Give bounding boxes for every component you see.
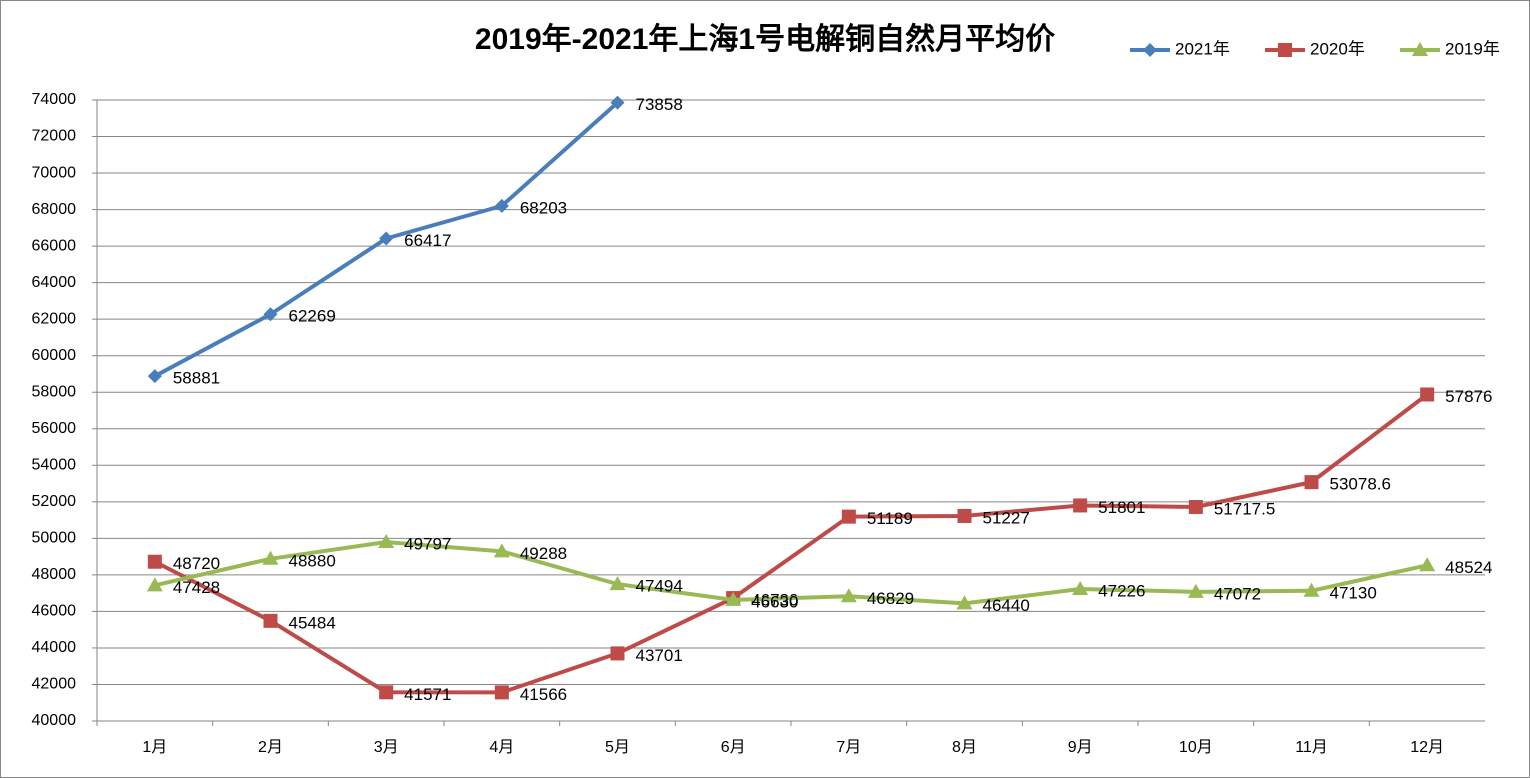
point: [956, 595, 973, 610]
data-label: 49797: [404, 535, 451, 554]
legend-marker: [1412, 42, 1428, 56]
y-tick-label: 58000: [32, 383, 77, 400]
point: [840, 588, 857, 603]
data-label: 48720: [173, 554, 220, 573]
y-tick-label: 56000: [32, 420, 77, 437]
data-label: 47130: [1330, 583, 1377, 602]
data-label: 48524: [1445, 558, 1492, 577]
point: [609, 576, 626, 591]
point: [610, 95, 625, 110]
data-label: 46829: [867, 589, 914, 608]
y-tick-label: 60000: [32, 347, 77, 364]
legend-marker: [1278, 43, 1292, 57]
x-tick-label: 1月: [142, 739, 167, 756]
data-label: 46630: [751, 592, 798, 611]
point: [379, 685, 394, 700]
point: [1419, 557, 1436, 572]
data-label: 45484: [289, 613, 336, 632]
chart-title: 2019年-2021年上海1号电解铜自然月平均价: [475, 22, 1055, 56]
point: [379, 231, 394, 246]
point: [725, 591, 742, 606]
legend-label: 2021年: [1175, 39, 1230, 58]
y-tick-label: 42000: [32, 676, 77, 693]
point: [1303, 582, 1320, 597]
point: [610, 646, 625, 661]
point: [957, 508, 972, 523]
legend-label: 2020年: [1310, 39, 1365, 58]
y-tick-label: 52000: [32, 493, 77, 510]
point: [262, 550, 279, 565]
data-label: 43701: [636, 646, 683, 665]
data-label: 48880: [289, 551, 336, 570]
data-label: 58881: [173, 369, 220, 388]
data-label: 51717.5: [1214, 499, 1275, 518]
data-label: 66417: [404, 231, 451, 250]
data-label: 47494: [636, 577, 683, 596]
data-label: 51801: [1098, 498, 1145, 517]
point: [494, 198, 509, 213]
x-tick-label: 11月: [1295, 739, 1328, 756]
point: [1420, 387, 1435, 402]
x-tick-label: 10月: [1179, 739, 1213, 756]
y-tick-label: 44000: [32, 639, 77, 656]
point: [1073, 498, 1088, 513]
point: [1188, 499, 1203, 514]
data-label: 51189: [867, 509, 913, 528]
x-tick-label: 3月: [374, 739, 399, 756]
data-label: 46440: [983, 596, 1030, 615]
series-line: [154, 540, 1428, 606]
x-tick-label: 7月: [836, 739, 861, 756]
y-tick-label: 68000: [32, 201, 77, 218]
point: [494, 685, 509, 700]
point: [493, 543, 510, 558]
y-tick-label: 54000: [32, 457, 77, 474]
point: [147, 369, 162, 384]
x-tick-label: 9月: [1068, 739, 1093, 756]
x-tick-label: 2月: [258, 739, 283, 756]
y-tick-label: 50000: [32, 530, 77, 547]
y-tick-label: 46000: [32, 603, 77, 620]
legend-marker: [1143, 43, 1157, 57]
y-tick-label: 40000: [32, 712, 77, 729]
point: [378, 534, 395, 549]
point: [1304, 475, 1319, 490]
y-tick-label: 62000: [32, 310, 77, 327]
x-tick-label: 4月: [489, 739, 514, 756]
series-line: [153, 392, 1429, 695]
y-tick-label: 48000: [32, 566, 77, 583]
x-tick-label: 8月: [952, 739, 977, 756]
x-tick-label: 5月: [605, 739, 630, 756]
point: [146, 577, 163, 592]
data-label: 53078.6: [1330, 475, 1391, 494]
point: [263, 613, 278, 628]
point: [1187, 583, 1204, 598]
x-tick-label: 12月: [1410, 739, 1444, 756]
point: [841, 509, 856, 524]
legend-label: 2019年: [1445, 39, 1500, 58]
data-label: 62269: [289, 307, 336, 326]
y-tick-label: 66000: [32, 237, 77, 254]
data-label: 41566: [520, 685, 567, 704]
data-label: 49288: [520, 544, 567, 563]
point: [263, 307, 278, 322]
data-label: 47072: [1214, 584, 1261, 603]
point: [1072, 581, 1089, 596]
y-tick-label: 74000: [32, 91, 77, 108]
data-label: 47226: [1098, 582, 1145, 601]
x-tick-label: 6月: [721, 739, 746, 756]
y-tick-label: 70000: [32, 164, 77, 181]
data-label: 68203: [520, 198, 567, 217]
data-label: 47428: [173, 578, 220, 597]
data-label: 57876: [1445, 387, 1492, 406]
data-label: 41571: [404, 685, 451, 704]
data-label: 51227: [983, 508, 1030, 527]
data-label: 73858: [636, 95, 683, 114]
point: [147, 554, 162, 569]
y-tick-label: 72000: [32, 128, 77, 145]
y-tick-label: 64000: [32, 274, 77, 291]
